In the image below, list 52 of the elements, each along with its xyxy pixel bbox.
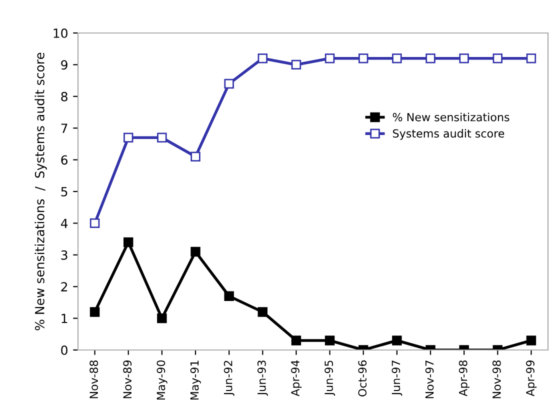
point [324, 54, 335, 64]
y-tick-label: 0 [61, 345, 68, 355]
point [157, 313, 167, 324]
point [324, 336, 335, 346]
point [426, 54, 436, 64]
x-tick-label: Nov-98 [492, 360, 501, 398]
x-tick-label: Nov-88 [90, 360, 98, 398]
point [190, 246, 200, 257]
x-tick-label: Jun-93 [257, 360, 268, 396]
point [492, 54, 503, 64]
y-axis-title: % New sensitizations / Systems audit score [34, 52, 47, 330]
point [224, 78, 234, 89]
point [123, 132, 134, 142]
point [224, 291, 234, 301]
point [459, 54, 469, 64]
x-tick-label: Nov-97 [425, 360, 434, 398]
point [258, 54, 268, 64]
point [190, 152, 200, 162]
x-tick-label: Apr-94 [291, 360, 302, 396]
x-tick-label: Oct-96 [358, 360, 367, 396]
y-tick-label: 8 [61, 92, 68, 102]
x-tick-label: Apr-98 [458, 360, 470, 396]
x-tick-label: May-91 [190, 360, 201, 400]
y-tick-label: 3 [61, 250, 68, 260]
point [258, 307, 268, 317]
point [291, 336, 302, 346]
point [392, 336, 402, 346]
x-tick-label: Jun-97 [392, 360, 402, 396]
y-tick-label: 2 [61, 282, 68, 292]
y-tick-label: 10 [54, 28, 68, 38]
point [123, 237, 134, 248]
point [90, 307, 100, 317]
y-tick-label: 1 [62, 314, 68, 324]
y-tick-label: 9 [61, 60, 68, 70]
x-tick-label: May-90 [156, 360, 168, 400]
point [358, 54, 368, 64]
x-tick-label: Apr-99 [526, 360, 537, 396]
point [291, 60, 302, 70]
point [392, 54, 402, 64]
x-tick-label: Nov-89 [123, 360, 132, 398]
legend-label: Systems audit score [392, 129, 504, 140]
point [526, 54, 536, 64]
y-tick-label: 7 [61, 124, 68, 133]
y-tick-label: 5 [61, 187, 68, 196]
y-tick-label: 6 [61, 155, 68, 165]
point [526, 336, 536, 346]
point [90, 218, 100, 228]
x-tick-label: Jun-95 [324, 360, 336, 396]
y-tick-label: 4 [60, 218, 68, 228]
legend-label: % New sensitizations [392, 112, 510, 122]
point [157, 132, 167, 142]
x-tick-label: Jun-92 [224, 360, 234, 396]
